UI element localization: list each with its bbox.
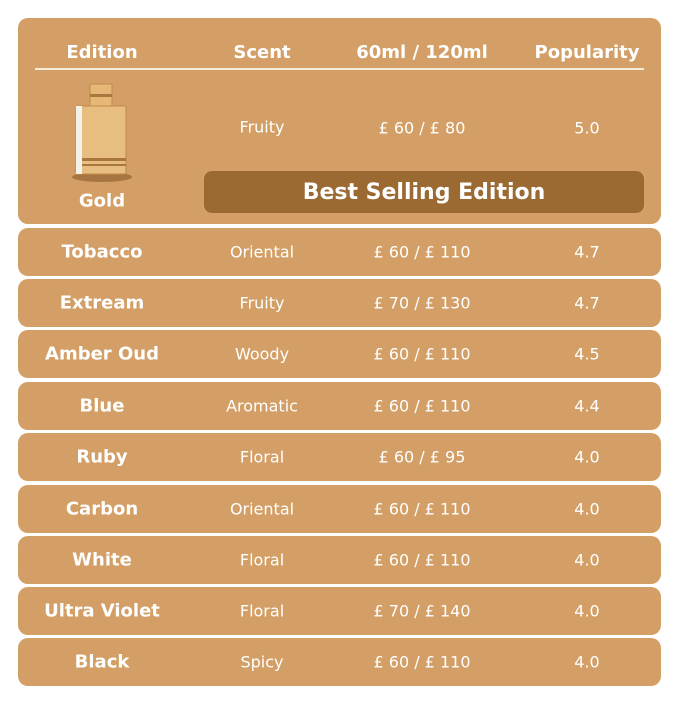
price-cell: £ 60 / £ 110 bbox=[373, 499, 471, 519]
price-cell: £ 60 / £ 110 bbox=[373, 550, 471, 570]
popularity-cell: 4.0 bbox=[574, 447, 600, 467]
edition-name: Ultra Violet bbox=[44, 600, 160, 622]
scent-cell: Floral bbox=[239, 447, 285, 467]
table-row: Ruby Floral £ 60 / £ 95 4.0 bbox=[18, 433, 661, 481]
edition-name: Tobacco bbox=[61, 241, 143, 263]
popularity-cell: 5.0 bbox=[574, 118, 600, 138]
price-cell: £ 70 / £ 130 bbox=[373, 293, 471, 313]
edition-name: Black bbox=[74, 651, 130, 673]
price-cell: £ 60 / £ 110 bbox=[373, 344, 471, 364]
price-cell: £ 60 / £ 95 bbox=[378, 447, 466, 467]
popularity-cell: 4.5 bbox=[574, 344, 600, 364]
scent-cell: Aromatic bbox=[226, 396, 298, 416]
scent-cell: Fruity bbox=[239, 117, 285, 137]
price-cell: £ 70 / £ 140 bbox=[373, 601, 471, 621]
table-row: Extream Fruity £ 70 / £ 130 4.7 bbox=[18, 279, 661, 327]
header-price: 60ml / 120ml bbox=[356, 42, 488, 63]
popularity-cell: 4.0 bbox=[574, 499, 600, 519]
edition-name: Carbon bbox=[65, 498, 139, 520]
table-row: Ultra Violet Floral £ 70 / £ 140 4.0 bbox=[18, 587, 661, 635]
edition-name: Blue bbox=[79, 395, 125, 417]
price-cell: £ 60 / £ 80 bbox=[378, 118, 466, 138]
price-cell: £ 60 / £ 110 bbox=[373, 242, 471, 262]
table-row: Blue Aromatic £ 60 / £ 110 4.4 bbox=[18, 382, 661, 430]
edition-name: Ruby bbox=[76, 446, 128, 468]
price-cell: £ 60 / £ 110 bbox=[373, 396, 471, 416]
scent-cell: Floral bbox=[239, 601, 285, 621]
featured-card: Edition Scent 60ml / 120ml Popularity Go… bbox=[18, 18, 661, 224]
scent-cell: Floral bbox=[239, 550, 285, 570]
perfume-bottle-image bbox=[72, 83, 132, 182]
header-divider bbox=[35, 68, 644, 70]
scent-cell: Fruity bbox=[239, 293, 285, 313]
edition-name: Gold bbox=[78, 190, 126, 212]
scent-cell: Oriental bbox=[229, 499, 295, 519]
popularity-cell: 4.7 bbox=[574, 293, 600, 313]
table-row: Tobacco Oriental £ 60 / £ 110 4.7 bbox=[18, 228, 661, 276]
popularity-cell: 4.0 bbox=[574, 601, 600, 621]
best-selling-badge: Best Selling Edition bbox=[204, 171, 644, 213]
edition-name: Amber Oud bbox=[45, 343, 159, 365]
scent-cell: Spicy bbox=[240, 652, 284, 672]
popularity-cell: 4.0 bbox=[574, 652, 600, 672]
header-popularity: Popularity bbox=[534, 42, 640, 63]
table-row: Carbon Oriental £ 60 / £ 110 4.0 bbox=[18, 485, 661, 533]
popularity-cell: 4.4 bbox=[574, 396, 600, 416]
scent-cell: Oriental bbox=[229, 242, 295, 262]
table-row: White Floral £ 60 / £ 110 4.0 bbox=[18, 536, 661, 584]
price-cell: £ 60 / £ 110 bbox=[373, 652, 471, 672]
table-row: Amber Oud Woody £ 60 / £ 110 4.5 bbox=[18, 330, 661, 378]
header-edition: Edition bbox=[66, 42, 138, 63]
edition-name: White bbox=[72, 549, 132, 571]
header-scent: Scent bbox=[233, 42, 291, 63]
edition-name: Extream bbox=[59, 292, 145, 314]
scent-cell: Woody bbox=[234, 344, 290, 364]
popularity-cell: 4.7 bbox=[574, 242, 600, 262]
popularity-cell: 4.0 bbox=[574, 550, 600, 570]
table-row: Black Spicy £ 60 / £ 110 4.0 bbox=[18, 638, 661, 686]
